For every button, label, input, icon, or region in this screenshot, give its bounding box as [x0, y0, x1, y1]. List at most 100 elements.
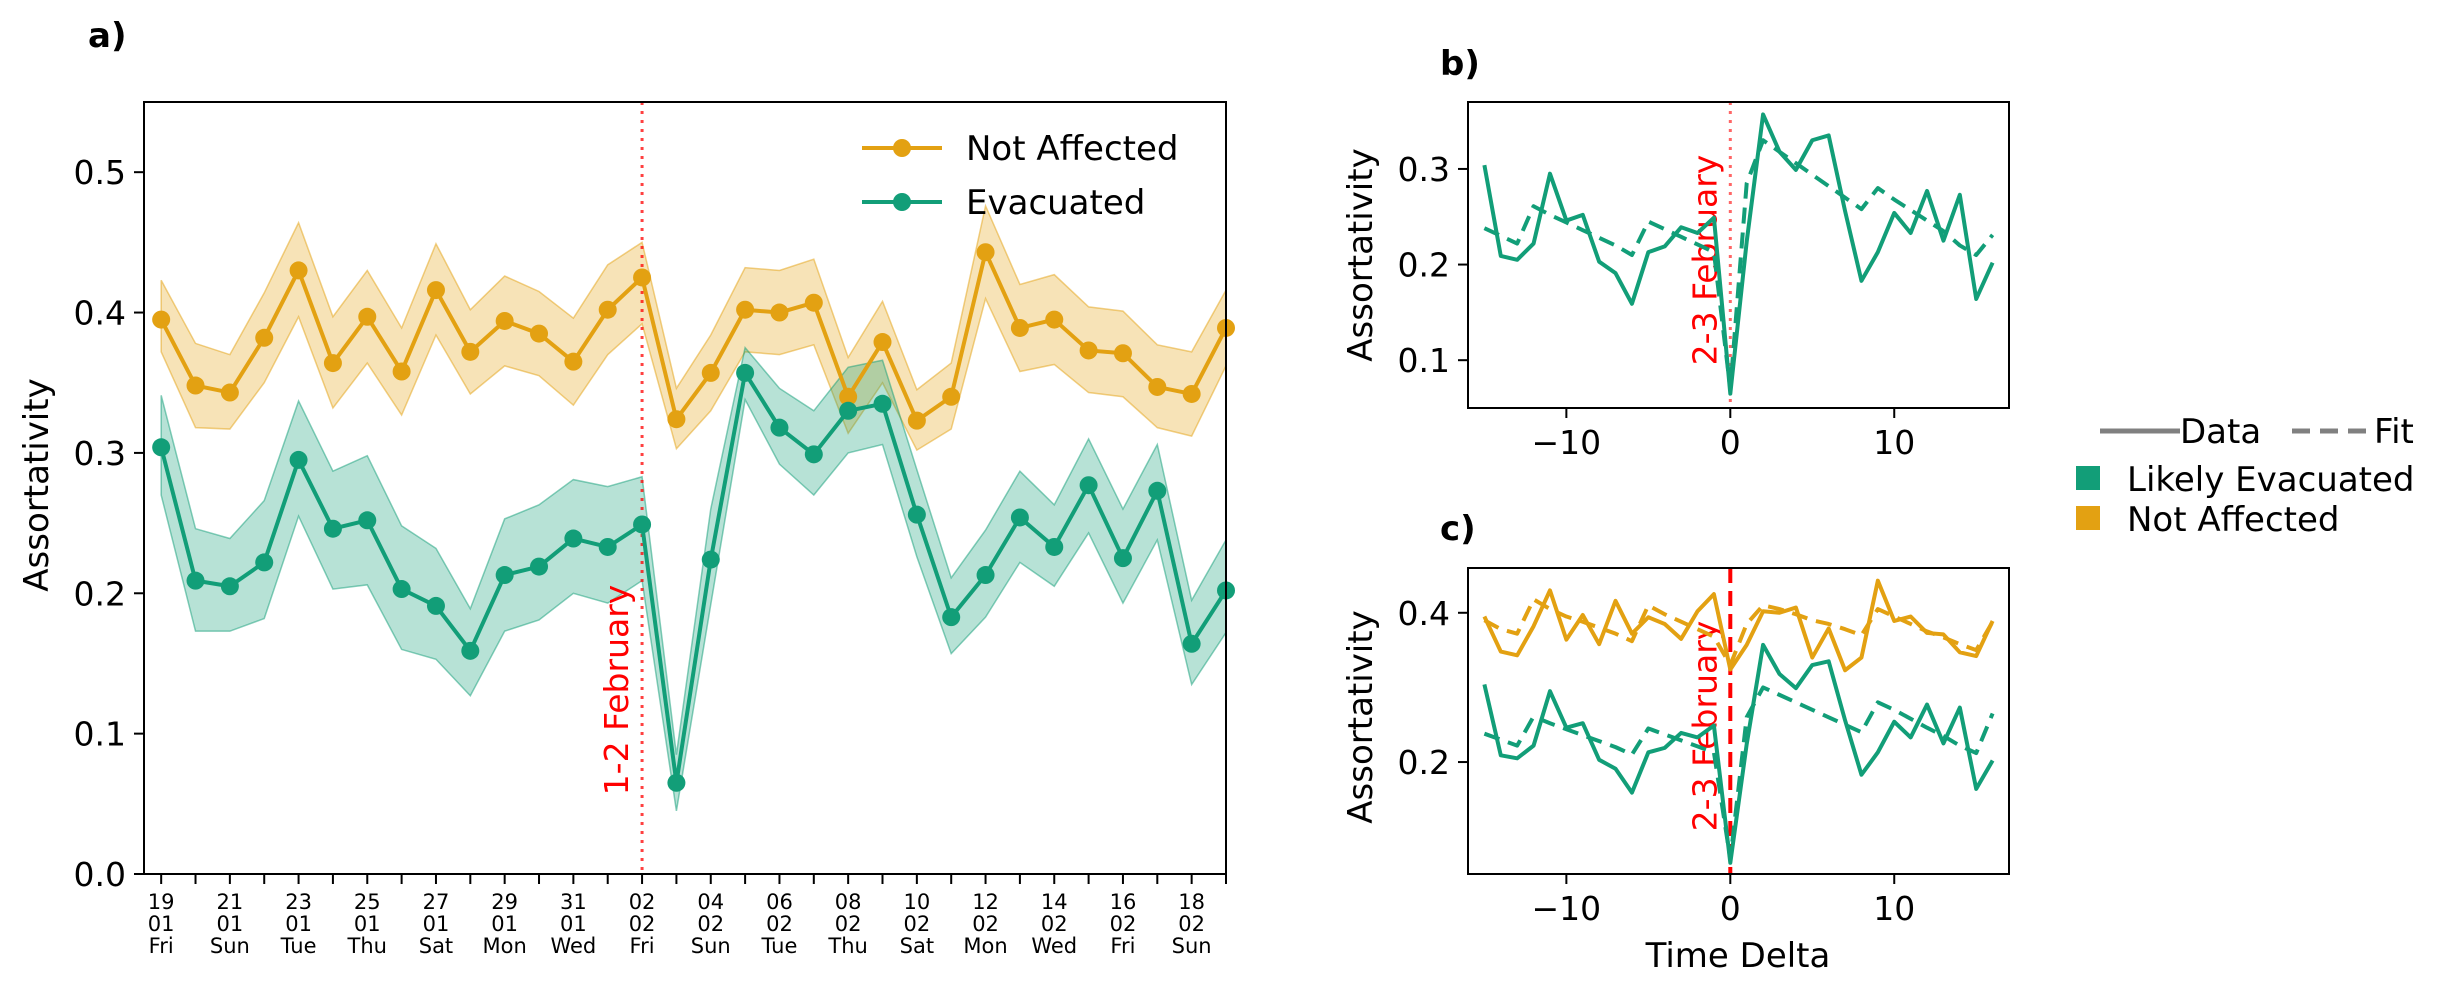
- data-point-evacuated: [701, 550, 720, 569]
- ytick-label: 0.1: [1398, 341, 1450, 380]
- xtick-date-label: 02: [629, 912, 656, 936]
- xtick-label: −10: [1532, 889, 1602, 928]
- panel-b-lines: [1482, 112, 1995, 396]
- data-point-evacuated: [736, 363, 755, 382]
- xtick-date-label: 02: [835, 912, 862, 936]
- xtick-date-label: 16: [1110, 890, 1137, 914]
- panel-a-points: [152, 243, 1235, 792]
- xtick-date-label: 23: [285, 890, 312, 914]
- panel-c-yticks: 0.2 0.4: [1398, 594, 1468, 782]
- data-point-not-affected: [289, 261, 308, 280]
- legend-likely-evacuated-swatch: [2076, 466, 2100, 490]
- data-point-not-affected: [461, 342, 480, 361]
- xtick-date-label: 01: [423, 912, 450, 936]
- panel-a-ylabel: Assortativity: [17, 378, 57, 591]
- legend-not-affected-swatch: [2076, 506, 2100, 530]
- data-point-not-affected: [564, 352, 583, 371]
- data-point-not-affected: [1148, 377, 1167, 396]
- data-point-not-affected: [323, 354, 342, 373]
- panel-b-label: b): [1440, 44, 1480, 84]
- xtick-date-label: 10: [903, 890, 930, 914]
- xtick-date-label: Tue: [280, 934, 317, 958]
- series-line-not-affected-fit: [1483, 597, 1995, 668]
- xtick-date-label: 02: [972, 912, 999, 936]
- legend-not-affected-marker: [893, 139, 911, 157]
- data-point-not-affected: [220, 383, 239, 402]
- data-point-not-affected: [255, 328, 274, 347]
- panel-a-event-label: 1-2 February: [597, 585, 636, 796]
- data-point-evacuated: [976, 566, 995, 585]
- data-point-evacuated: [1113, 549, 1132, 568]
- ytick-label: 0.0: [74, 855, 126, 894]
- legend-likely-evacuated-label: Likely Evacuated: [2127, 460, 2415, 500]
- panel-c: c) Assortativity 2-3 February 0.2 0.4 −10…: [1341, 509, 2010, 976]
- xtick-date-label: Tue: [761, 934, 798, 958]
- data-point-not-affected: [770, 303, 789, 322]
- data-point-evacuated: [804, 445, 823, 464]
- ytick-label: 0.2: [74, 574, 126, 613]
- data-point-evacuated: [289, 450, 308, 469]
- ytick-label: 0.4: [1398, 594, 1450, 633]
- data-point-evacuated: [461, 641, 480, 660]
- xtick-label: 10: [1873, 889, 1915, 928]
- legend-fit-label: Fit: [2374, 412, 2414, 452]
- xtick-date-label: Sun: [1172, 934, 1212, 958]
- data-point-evacuated: [907, 505, 926, 524]
- xtick-date-label: Fri: [630, 934, 655, 958]
- data-point-evacuated: [770, 418, 789, 437]
- ytick-label: 0.2: [1398, 246, 1450, 285]
- xtick-date-label: Wed: [1031, 934, 1077, 958]
- xtick-date-label: 14: [1041, 890, 1068, 914]
- data-point-not-affected: [942, 387, 961, 406]
- xtick-date-label: 01: [148, 912, 175, 936]
- ytick-label: 0.5: [74, 153, 126, 192]
- panel-c-ylabel: Assortativity: [1341, 610, 1381, 823]
- panel-a-legend: Not Affected Evacuated: [862, 129, 1179, 223]
- legend-likely-evacuated-entry: Likely Evacuated: [2076, 460, 2415, 500]
- panel-a-frame: [143, 101, 1227, 875]
- xtick-date-label: Thu: [347, 934, 387, 958]
- legend-evacuated-marker: [893, 193, 911, 211]
- data-point-not-affected: [804, 293, 823, 312]
- panel-c-lines: [1482, 578, 1995, 865]
- series-line-likely-evacuated-data: [1482, 642, 1995, 865]
- xtick-date-label: 04: [697, 890, 724, 914]
- legend-not-affected-label: Not Affected: [966, 129, 1179, 169]
- xtick-date-label: 12: [972, 890, 999, 914]
- legend-data-entry: Data: [2100, 412, 2261, 452]
- panel-b: b) Assortativity 2-3 February 0.10.20.3 …: [1341, 44, 2010, 462]
- xtick-date-label: 08: [835, 890, 862, 914]
- data-point-evacuated: [839, 401, 858, 420]
- data-point-not-affected: [1182, 384, 1201, 403]
- xtick-date-label: 02: [1041, 912, 1068, 936]
- legend-not-affected-shared-label: Not Affected: [2127, 500, 2340, 540]
- data-point-not-affected: [426, 281, 445, 300]
- panel-c-event-label: 2-3 February: [1685, 621, 1724, 832]
- xtick-date-label: 02: [1110, 912, 1137, 936]
- xtick-date-label: Mon: [483, 934, 527, 958]
- data-point-evacuated: [1045, 537, 1064, 556]
- panel-b-yticks: 0.1 0.2 0.3: [1398, 150, 1468, 380]
- data-point-not-affected: [873, 333, 892, 352]
- data-point-evacuated: [598, 537, 617, 556]
- series-line-not-affected-data: [1482, 578, 1995, 673]
- data-point-not-affected: [701, 363, 720, 382]
- xtick-label: −10: [1532, 423, 1602, 462]
- panel-c-xticks: −10 0 10: [1532, 874, 1915, 928]
- data-point-evacuated: [220, 577, 239, 596]
- data-point-not-affected: [736, 300, 755, 319]
- data-point-not-affected: [1113, 344, 1132, 363]
- xtick-date-label: 27: [423, 890, 450, 914]
- ytick-label: 0.3: [74, 434, 126, 473]
- data-point-not-affected: [186, 376, 205, 395]
- xtick-date-label: 01: [285, 912, 312, 936]
- xtick-date-label: 25: [354, 890, 381, 914]
- data-point-not-affected: [1045, 310, 1064, 329]
- xtick-date-label: 02: [766, 912, 793, 936]
- xtick-date-label: Fri: [149, 934, 174, 958]
- legend-not-affected-shared-entry: Not Affected: [2076, 500, 2340, 540]
- data-point-evacuated: [1148, 481, 1167, 500]
- xtick-date-label: Mon: [963, 934, 1007, 958]
- xtick-date-label: 18: [1178, 890, 1205, 914]
- panel-a-xticks: 1901Fri2101Sun2301Tue2501Thu2701Sat2901M…: [148, 874, 1227, 958]
